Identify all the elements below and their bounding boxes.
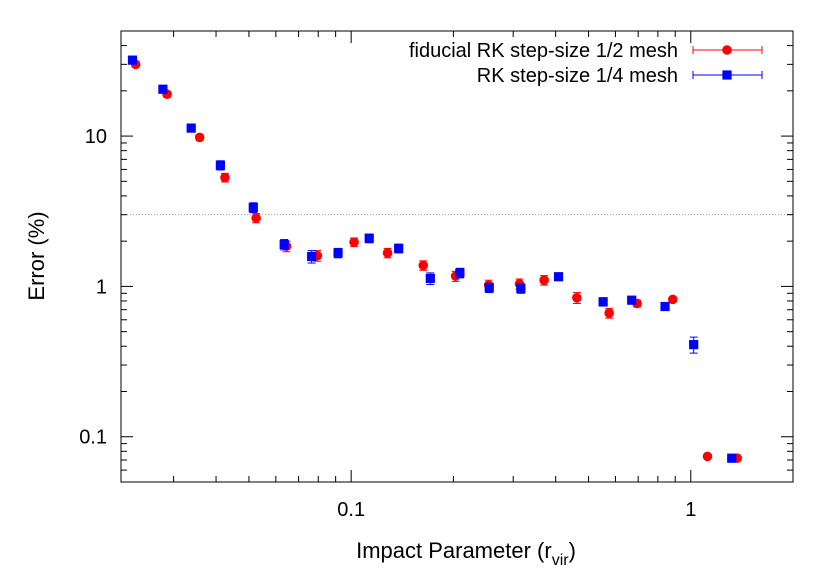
- data-point: [215, 160, 225, 170]
- data-point: [382, 248, 393, 258]
- y-tick-label: 10: [85, 126, 107, 148]
- data-point: [455, 268, 465, 278]
- data-point: [727, 453, 737, 463]
- data-point: [186, 123, 196, 133]
- legend-label: RK step-size 1/4 mesh: [477, 65, 678, 87]
- data-point: [425, 273, 435, 284]
- data-point: [484, 283, 494, 293]
- data-point: [516, 283, 526, 294]
- data-point: [251, 213, 261, 223]
- data-point: [307, 251, 317, 262]
- legend-marker: [722, 70, 732, 80]
- data-point: [248, 202, 258, 213]
- data-point: [689, 340, 699, 350]
- data-point: [660, 301, 670, 312]
- legend-label: fiducial RK step-size 1/2 mesh: [409, 40, 678, 62]
- data-point: [127, 55, 138, 65]
- legend-marker: [722, 45, 732, 55]
- data-point: [194, 132, 205, 143]
- data-point: [539, 275, 549, 285]
- x-tick-label: 1: [685, 499, 696, 521]
- plot-frame: [120, 30, 794, 483]
- data-point: [158, 84, 168, 94]
- data-point: [394, 243, 404, 253]
- x-tick-label: 0.1: [337, 499, 365, 521]
- data-point: [418, 260, 429, 271]
- data-point: [627, 295, 637, 305]
- data-point: [572, 292, 582, 303]
- data-point: [604, 308, 614, 318]
- data-point: [553, 272, 564, 282]
- y-tick-label: 0.1: [79, 427, 107, 449]
- y-axis-label: Error (%): [24, 211, 49, 300]
- data-point: [279, 239, 289, 250]
- data-point: [364, 233, 374, 243]
- x-axis-label: Impact Parameter (rvir): [356, 538, 576, 569]
- series-0: [130, 59, 743, 463]
- data-point: [349, 237, 359, 247]
- data-point: [333, 248, 343, 258]
- data-point: [702, 451, 713, 462]
- data-point: [220, 172, 230, 183]
- y-tick-label: 1: [96, 276, 107, 298]
- series-1: [127, 55, 737, 463]
- data-point: [667, 294, 678, 305]
- data-point: [598, 297, 608, 307]
